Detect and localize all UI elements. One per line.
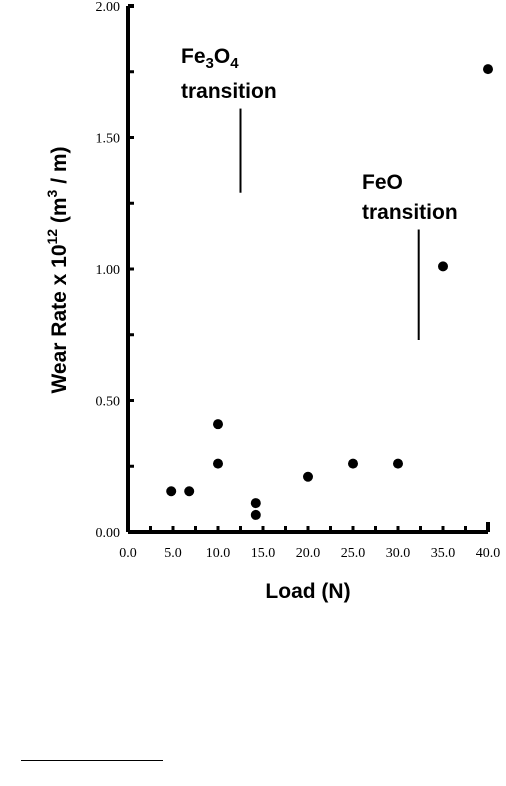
y-axis-label-unit-close: / m) — [48, 146, 71, 189]
data-point — [483, 64, 493, 75]
y-tick-label: 1.00 — [96, 263, 121, 278]
x-tick-label: 25.0 — [341, 546, 366, 561]
y-axis-label-prefix: Wear Rate x 10 — [48, 245, 71, 394]
y-tick-label: 0.00 — [96, 526, 121, 541]
annotations: Fe3O4 transition FeO transition — [181, 45, 458, 341]
data-point — [438, 261, 448, 272]
data-point — [213, 419, 223, 430]
x-tick-label: 35.0 — [431, 546, 456, 561]
data-point — [393, 458, 403, 469]
y-tick-label: 0.50 — [96, 395, 121, 410]
data-points — [166, 64, 493, 520]
data-point — [303, 471, 313, 482]
x-tick-label: 20.0 — [296, 546, 321, 561]
x-tick-label: 30.0 — [386, 546, 411, 561]
data-point — [250, 498, 261, 509]
x-tick-label: 15.0 — [251, 546, 276, 561]
data-point — [213, 458, 223, 469]
x-tick-label: 10.0 — [206, 546, 231, 561]
x-tick-label: 5.0 — [164, 546, 182, 561]
data-point — [348, 458, 358, 469]
y-axis-label-unit-sup: 3 — [44, 189, 60, 197]
fe3o4-label: Fe3O4 — [181, 45, 239, 72]
data-point — [184, 486, 195, 497]
x-tick-labels: 0.0 5.0 10.0 15.0 20.0 25.0 30.0 35.0 40.0 — [119, 546, 500, 561]
x-tick-label: 40.0 — [476, 546, 501, 561]
x-tick-label: 0.0 — [119, 546, 137, 561]
y-axis-label: Wear Rate x 1012 (m3 / m) — [44, 146, 71, 393]
footnote-rule — [21, 760, 163, 761]
feo-label-line2: transition — [362, 201, 458, 224]
fe3o4-label-line2: transition — [181, 80, 277, 103]
y-axis-label-unit-open: (m — [48, 197, 71, 229]
y-axis-label-exponent: 12 — [44, 229, 60, 245]
x-axis-label: Load (N) — [265, 580, 350, 603]
feo-label: FeO — [362, 171, 403, 194]
y-tick-labels: 0.00 0.50 1.00 1.50 2.00 — [96, 0, 121, 541]
data-point — [166, 486, 177, 497]
y-tick-label: 1.50 — [96, 132, 121, 147]
y-tick-label: 2.00 — [96, 0, 121, 15]
data-point — [250, 509, 261, 520]
axes — [126, 4, 490, 534]
